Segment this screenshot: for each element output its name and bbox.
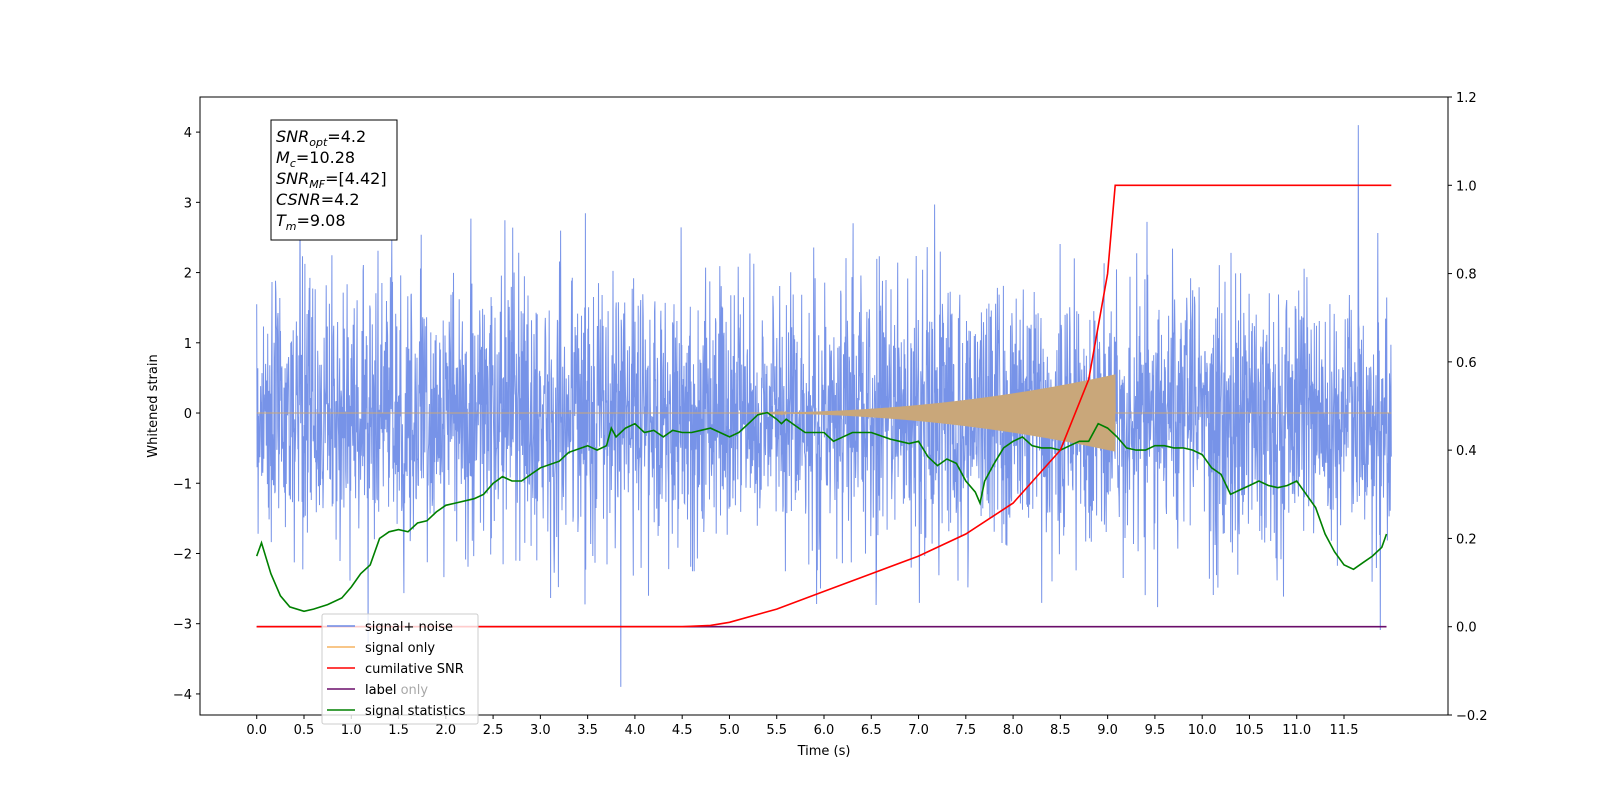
legend-frame: [321, 613, 479, 725]
y2-tick-label: 0.4: [1456, 444, 1477, 459]
x-tick-label: 1.0: [341, 723, 362, 738]
y-tick-label: 2: [184, 267, 192, 282]
legend-entry-label-ghost: label only: [365, 683, 428, 698]
x-tick-label: 7.0: [908, 723, 929, 738]
legend-entry-label: signal statistics: [365, 704, 466, 719]
legend-entry-label: signal only: [365, 641, 435, 656]
x-axis-label: Time (s): [797, 744, 851, 759]
legend-entry-label: label: [365, 683, 396, 698]
x-tick-label: 1.5: [388, 723, 409, 738]
y-tick-label: 3: [184, 196, 192, 211]
y-tick-label: 4: [184, 126, 192, 141]
y-tick-label: 1: [184, 337, 192, 352]
x-tick-label: 3.5: [577, 723, 598, 738]
x-tick-label: 10.0: [1188, 723, 1217, 738]
x-tick-label: 3.0: [530, 723, 551, 738]
x-tick-label: 10.5: [1235, 723, 1264, 738]
y2-tick-label: −0.2: [1456, 709, 1488, 724]
y-tick-label: −2: [173, 547, 192, 562]
x-tick-label: 11.5: [1330, 723, 1359, 738]
series-signal-statistics-line: [255, 411, 1388, 613]
annotation-line: CSNR=4.2: [276, 190, 360, 209]
x-tick-label: 2.0: [435, 723, 456, 738]
y2-tick-label: 0.8: [1456, 268, 1477, 283]
annotation-line: Mc=10.28: [276, 148, 355, 170]
x-tick-label: 2.5: [483, 723, 504, 738]
y-axis-left: −4 −3 −2 −1 0 1 2 3 4: [173, 126, 200, 703]
y2-tick-label: 1.0: [1456, 179, 1477, 194]
legend: signal+ noise signal only cumilative SNR la…: [321, 613, 479, 725]
x-tick-label: 4.0: [625, 723, 646, 738]
legend-entry-label: signal+ noise: [365, 620, 453, 635]
x-tick-label: 8.0: [1003, 723, 1024, 738]
y-tick-label: −3: [173, 618, 192, 633]
legend-entry-label: cumilative SNR: [365, 662, 464, 677]
x-tick-label: 0.5: [294, 723, 315, 738]
y-tick-label: −4: [173, 688, 192, 703]
y-tick-label: −1: [173, 477, 192, 492]
x-tick-label: 8.5: [1050, 723, 1071, 738]
x-tick-label: 9.5: [1145, 723, 1166, 738]
series-signal-only-line: [256, 374, 1392, 452]
series-signal-noise-line: [256, 125, 1392, 687]
y2-tick-label: 0.6: [1456, 356, 1477, 371]
x-tick-label: 7.5: [955, 723, 976, 738]
x-tick-label: 5.5: [766, 723, 787, 738]
y2-tick-label: 1.2: [1456, 91, 1477, 106]
y-tick-label: 0: [184, 407, 192, 422]
y-axis-right: −0.2 0.0 0.2 0.4 0.6 0.8 1.0 1.2: [1448, 91, 1488, 724]
x-tick-label: 6.0: [814, 723, 835, 738]
annotation-line: Tm=9.08: [276, 211, 346, 233]
annotation-line: SNRMF=[4.42]: [276, 169, 387, 191]
x-tick-label: 0.0: [246, 723, 267, 738]
x-tick-label: 5.0: [719, 723, 740, 738]
x-axis: 0.0 0.5 1.0 1.5 2.0 2.5 3.0 3.5 4.0 4.5 5.0 5.5 6.0 6…: [246, 715, 1358, 738]
y-axis-label: Whitened strain: [146, 354, 161, 457]
x-tick-label: 4.5: [672, 723, 693, 738]
x-tick-label: 6.5: [861, 723, 882, 738]
y2-tick-label: 0.2: [1456, 532, 1477, 547]
x-tick-label: 11.0: [1282, 723, 1311, 738]
annotation-line: SNRopt=4.2: [276, 127, 366, 149]
y2-tick-label: 0.0: [1456, 621, 1477, 636]
series-cumulative-snr-line: [256, 184, 1392, 628]
annotation-box-frame: [270, 119, 398, 241]
x-tick-label: 9.0: [1097, 723, 1118, 738]
